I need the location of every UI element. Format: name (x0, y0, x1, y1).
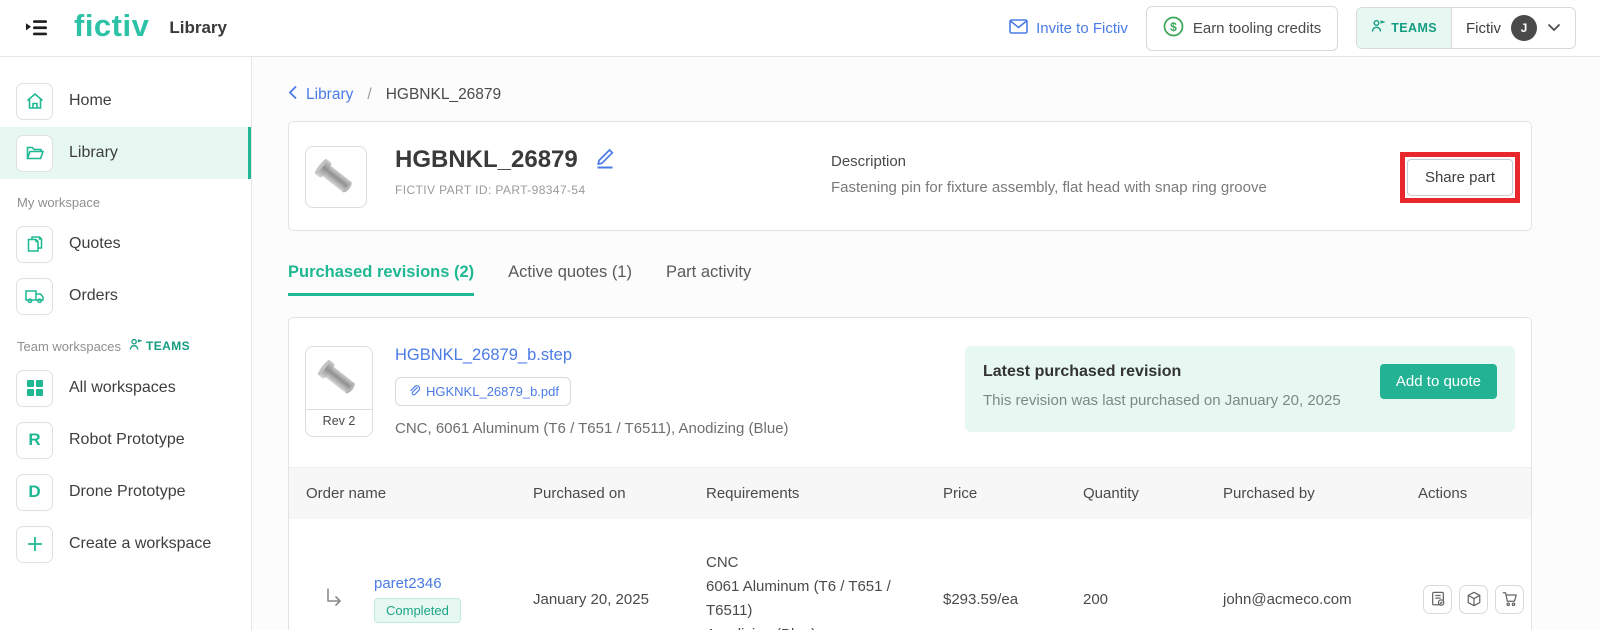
banner-subtitle: This revision was last purchased on Janu… (983, 392, 1341, 409)
truck-icon (16, 277, 53, 315)
breadcrumb-back-link[interactable]: Library (288, 85, 353, 105)
revision-specs: CNC, 6061 Aluminum (T6 / T651 / T6511), … (395, 420, 789, 437)
purchased-by-value: john@acmeco.com (1223, 590, 1352, 608)
teams-people-icon (1371, 19, 1386, 38)
sidebar: Home Library My workspace Quotes (0, 57, 252, 630)
edit-part-name-icon[interactable] (594, 146, 616, 174)
quantity-value: 200 (1083, 590, 1109, 608)
col-requirements: Requirements (706, 485, 800, 502)
col-actions: Actions (1418, 485, 1468, 502)
part-tabs: Purchased revisions (2) Active quotes (1… (288, 263, 1532, 296)
table-header-row: Order name Purchased on Requirements Pri… (289, 467, 1531, 519)
add-to-quote-button[interactable]: Add to quote (1379, 364, 1497, 399)
team-workspaces-label: Team workspaces (17, 338, 122, 354)
avatar: J (1511, 15, 1537, 41)
workspace-initial-r: R (16, 421, 53, 459)
annotation-highlight-box: Share part (1399, 152, 1520, 203)
paperclip-icon (407, 383, 421, 400)
revision-file-link[interactable]: HGBNKL_26879_b.step (395, 346, 573, 364)
teams-people-icon (129, 338, 143, 354)
col-order-name: Order name (306, 485, 387, 502)
orders-table: Order name Purchased on Requirements Pri… (289, 467, 1531, 630)
col-price: Price (943, 485, 978, 502)
sidebar-item-orders[interactable]: Orders (0, 270, 251, 322)
description-text: Fastening pin for fixture assembly, flat… (831, 179, 1267, 196)
fictiv-part-id: FICTIV PART ID: PART-98347-54 (395, 183, 586, 197)
tab-purchased-revisions[interactable]: Purchased revisions (2) (288, 263, 475, 296)
breadcrumb-separator: / (367, 86, 372, 103)
breadcrumb-current: HGBNKL_26879 (385, 86, 502, 103)
svg-text:$: $ (1170, 20, 1177, 34)
quotes-icon (16, 225, 53, 263)
folder-icon (16, 134, 53, 172)
order-status-badge: Completed (374, 598, 461, 623)
part-name: HGBNKL_26879 (395, 146, 578, 173)
view-part-button[interactable] (1459, 584, 1488, 614)
share-part-button[interactable]: Share part (1406, 159, 1513, 196)
reorder-cart-button[interactable] (1495, 584, 1524, 614)
sidebar-item-quotes[interactable]: Quotes (0, 218, 251, 270)
sidebar-collapse-icon[interactable] (22, 13, 52, 43)
col-purchased-on: Purchased on (533, 485, 626, 502)
home-icon (16, 82, 53, 120)
latest-revision-banner: Latest purchased revision This revision … (965, 346, 1515, 432)
col-quantity: Quantity (1083, 485, 1139, 502)
breadcrumb: Library / HGBNKL_26879 (288, 85, 1532, 105)
part-thumbnail (305, 146, 367, 208)
banner-title: Latest purchased revision (983, 363, 1182, 380)
sidebar-item-create-workspace[interactable]: Create a workspace (0, 518, 251, 570)
sidebar-item-robot-prototype[interactable]: R Robot Prototype (0, 414, 251, 466)
main-content: Library / HGBNKL_26879 (252, 57, 1600, 630)
top-header: fictiv Library Invite to Fictiv $ Earn t… (0, 0, 1600, 57)
teams-badge: TEAMS (129, 338, 190, 354)
invite-to-fictiv-link[interactable]: Invite to Fictiv (1009, 18, 1128, 38)
envelope-icon (1009, 18, 1028, 38)
sidebar-item-library[interactable]: Library (0, 127, 251, 179)
tab-active-quotes[interactable]: Active quotes (1) (508, 263, 632, 281)
page-title: Library (169, 18, 227, 37)
part-summary-card: HGBNKL_26879 FICTIV PART ID: PART-98347-… (288, 121, 1532, 231)
sidebar-item-all-workspaces[interactable]: All workspaces (0, 362, 251, 414)
col-purchased-by: Purchased by (1223, 485, 1315, 502)
requirements-value: CNC 6061 Aluminum (T6 / T651 / T6511) An… (706, 554, 891, 630)
workspace-initial-d: D (16, 473, 53, 511)
price-value: $293.59/ea (943, 590, 1019, 608)
revision-thumbnail (306, 347, 372, 409)
chevron-left-icon (288, 85, 298, 105)
revision-label: Rev 2 (306, 409, 372, 432)
tab-part-activity[interactable]: Part activity (665, 263, 752, 281)
part-description-block: Description Fastening pin for fixture as… (831, 153, 1411, 196)
revision-thumbnail-block: Rev 2 (305, 346, 373, 437)
purchased-revision-card: Rev 2 HGBNKL_26879_b.step HGKNKL_26879_b… (288, 317, 1532, 630)
grid-icon (16, 369, 53, 407)
sub-row-arrow-icon (323, 586, 345, 612)
fictiv-logo[interactable]: fictiv (74, 8, 150, 43)
dollar-circle-icon: $ (1163, 16, 1184, 41)
sidebar-item-drone-prototype[interactable]: D Drone Prototype (0, 466, 251, 518)
table-row: paret2346 Completed January 20, 2025 CNC… (289, 519, 1531, 630)
teams-plan-badge: TEAMS (1357, 8, 1452, 48)
sidebar-item-home[interactable]: Home (0, 75, 251, 127)
earn-tooling-credits-button[interactable]: $ Earn tooling credits (1145, 5, 1339, 51)
chevron-down-icon (1547, 19, 1561, 37)
account-menu[interactable]: TEAMS Fictiv J (1356, 7, 1576, 49)
plus-icon (16, 525, 53, 563)
description-label: Description (831, 153, 907, 170)
order-details-button[interactable] (1423, 584, 1452, 614)
purchased-on-value: January 20, 2025 (533, 590, 649, 608)
user-menu[interactable]: Fictiv J (1452, 8, 1575, 48)
attachment-pdf-chip[interactable]: HGKNKL_26879_b.pdf (395, 377, 571, 406)
order-name-link[interactable]: paret2346 (374, 575, 442, 592)
my-workspace-label: My workspace (17, 195, 101, 210)
